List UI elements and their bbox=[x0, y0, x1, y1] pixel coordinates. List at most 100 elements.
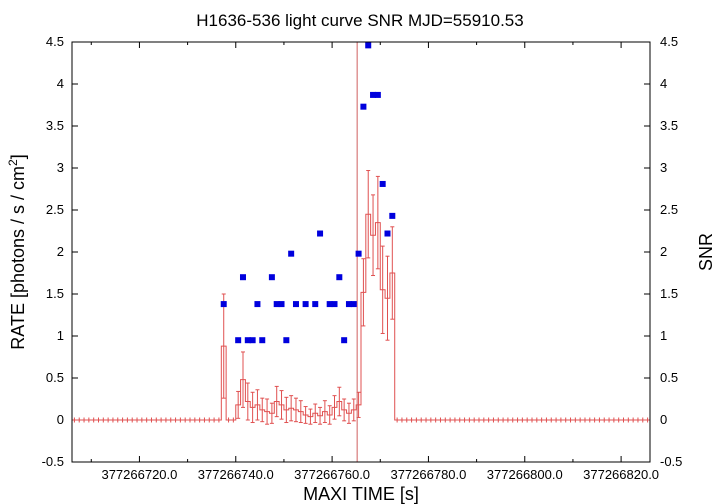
y2-tick-label: 1 bbox=[660, 328, 667, 343]
x-axis-label: MAXI TIME [s] bbox=[303, 484, 419, 504]
rate-point bbox=[346, 402, 351, 424]
rate-point bbox=[236, 390, 241, 419]
snr-point bbox=[254, 301, 261, 308]
snr-point bbox=[350, 301, 357, 308]
rate-point bbox=[279, 390, 284, 420]
x-tick-label: 377266720.0 bbox=[101, 467, 177, 482]
x-tick-label: 377266780.0 bbox=[390, 467, 466, 482]
snr-point bbox=[384, 230, 391, 237]
y2-tick-label: 4 bbox=[660, 76, 667, 91]
rate-point bbox=[260, 397, 265, 423]
rate-point bbox=[221, 293, 226, 399]
y-axis-label-sup: 2 bbox=[6, 159, 20, 166]
rate-point bbox=[361, 258, 366, 327]
x-tick-label: 377266740.0 bbox=[198, 467, 274, 482]
y2-tick-label: 4.5 bbox=[660, 34, 678, 49]
rate-point bbox=[303, 406, 308, 424]
snr-point bbox=[278, 301, 285, 308]
y2-tick-label: 2 bbox=[660, 244, 667, 259]
rate-point bbox=[265, 398, 270, 425]
snr-point bbox=[292, 301, 299, 308]
plot-area bbox=[72, 42, 650, 462]
snr-point bbox=[317, 230, 324, 237]
rate-point bbox=[327, 405, 332, 425]
x-tick-label: 377266800.0 bbox=[487, 467, 563, 482]
snr-point bbox=[326, 301, 333, 308]
snr-point bbox=[288, 250, 295, 257]
rate-point bbox=[308, 408, 313, 425]
y-axis-label: RATE [photons / s / cm2] bbox=[6, 154, 28, 349]
rate-point bbox=[375, 175, 380, 270]
snr-point bbox=[374, 91, 381, 98]
rate-point bbox=[293, 397, 298, 423]
snr-point bbox=[312, 301, 319, 308]
snr-point bbox=[365, 42, 372, 49]
rate-point bbox=[380, 245, 385, 334]
rate-point bbox=[318, 406, 323, 425]
y-tick-label: 1 bbox=[57, 328, 64, 343]
snr-point bbox=[249, 337, 256, 344]
snr-point bbox=[273, 301, 280, 308]
y2-tick-label: 1.5 bbox=[660, 286, 678, 301]
rate-point bbox=[366, 170, 371, 259]
rate-point bbox=[240, 351, 245, 408]
rate-point bbox=[390, 226, 395, 320]
snr-point bbox=[336, 274, 343, 281]
y-tick-label: 0.5 bbox=[46, 370, 64, 385]
y2-axis-label: SNR bbox=[696, 233, 716, 271]
y-tick-label: 4 bbox=[57, 76, 64, 91]
snr-point bbox=[355, 250, 362, 257]
snr-point bbox=[389, 212, 396, 219]
rate-histogram-line bbox=[72, 213, 650, 421]
snr-point bbox=[235, 337, 242, 344]
snr-point bbox=[244, 337, 251, 344]
rate-point bbox=[250, 391, 255, 424]
tick-labels: 377266720.0 377266740.0 377266760.0 3772667… bbox=[42, 34, 683, 482]
snr-point bbox=[345, 301, 352, 308]
rate-point bbox=[289, 395, 294, 422]
rate-point bbox=[274, 385, 279, 418]
x-tick-label: 377266760.0 bbox=[294, 467, 370, 482]
rate-point bbox=[337, 386, 342, 417]
rate-point bbox=[351, 398, 356, 422]
rate-point bbox=[255, 389, 260, 421]
y2-tick-label: 3.5 bbox=[660, 118, 678, 133]
snr-point bbox=[283, 337, 290, 344]
rate-point bbox=[371, 194, 376, 277]
snr-point bbox=[370, 91, 377, 98]
snr-point bbox=[268, 274, 275, 281]
rate-point bbox=[385, 255, 390, 341]
y-axis-label-end: ] bbox=[8, 154, 28, 159]
snr-point bbox=[239, 274, 246, 281]
rate-point bbox=[322, 400, 327, 424]
tick-marks bbox=[72, 41, 650, 463]
snr-point bbox=[220, 301, 227, 308]
x-tick-label: 377266820.0 bbox=[583, 467, 659, 482]
rate-point bbox=[269, 402, 274, 424]
y2-tick-label: 3 bbox=[660, 160, 667, 175]
snr-point bbox=[360, 103, 367, 110]
y-tick-label: 3.5 bbox=[46, 118, 64, 133]
rate-point bbox=[284, 396, 289, 424]
y2-tick-label: -0.5 bbox=[660, 454, 682, 469]
y-tick-label: 3 bbox=[57, 160, 64, 175]
y-tick-label: -0.5 bbox=[42, 454, 64, 469]
y-tick-label: 2.5 bbox=[46, 202, 64, 217]
y-tick-label: 1.5 bbox=[46, 286, 64, 301]
rate-point bbox=[332, 395, 337, 420]
rate-point bbox=[342, 398, 347, 422]
snr-point bbox=[331, 301, 338, 308]
rate-point bbox=[245, 382, 250, 421]
y-tick-label: 2 bbox=[57, 244, 64, 259]
rate-point bbox=[313, 403, 318, 424]
y2-tick-label: 0 bbox=[660, 412, 667, 427]
y-axis-label-main: RATE [photons / s / cm bbox=[8, 166, 28, 350]
snr-point bbox=[302, 301, 309, 308]
snr-point bbox=[379, 180, 386, 187]
snr-point bbox=[341, 337, 348, 344]
rate-point bbox=[298, 400, 303, 424]
chart-title: H1636-536 light curve SNR MJD=55910.53 bbox=[196, 11, 523, 30]
y2-tick-label: 0.5 bbox=[660, 370, 678, 385]
plot-frame bbox=[71, 41, 651, 463]
